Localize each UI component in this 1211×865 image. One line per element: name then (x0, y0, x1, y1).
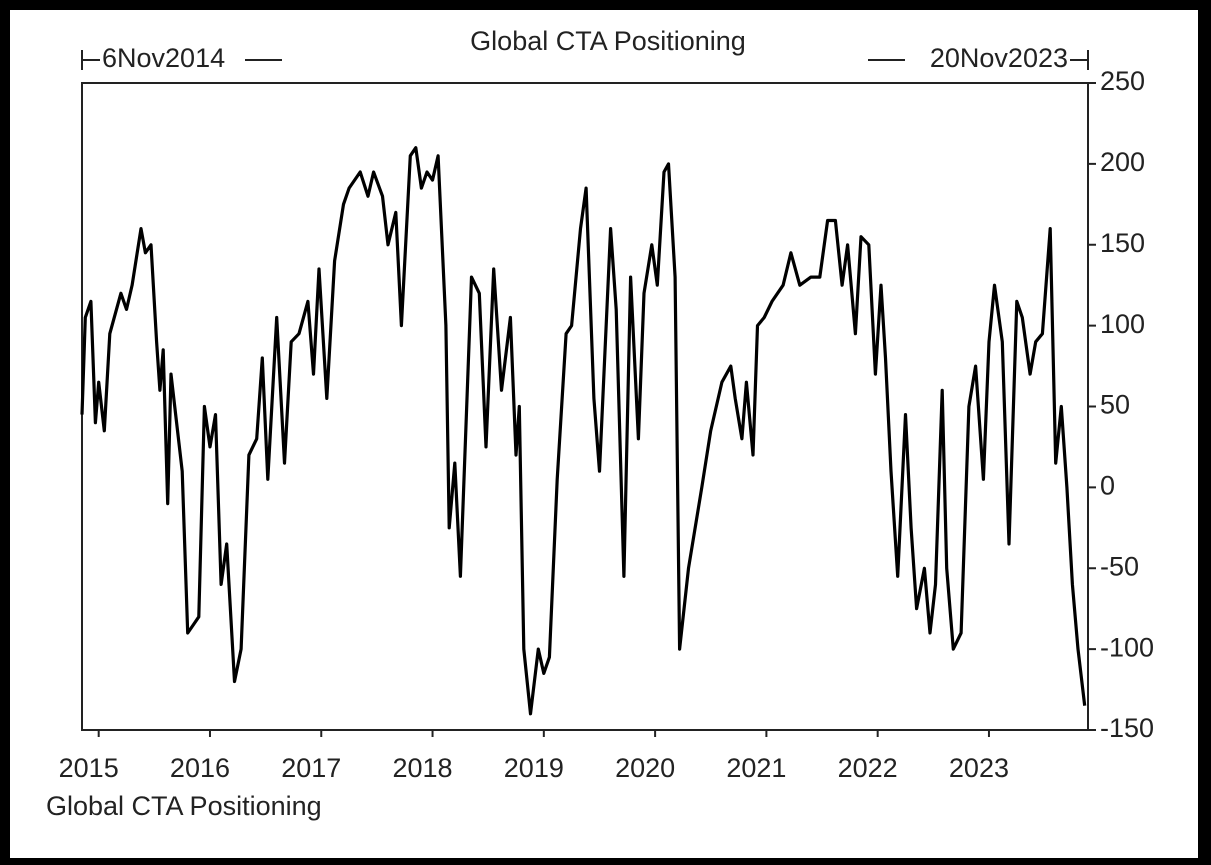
data-line (80, 146, 1087, 716)
y-tick-label: 150 (1100, 228, 1145, 258)
x-tick-label: 2016 (170, 753, 230, 783)
y-tick-label: 0 (1100, 471, 1115, 501)
x-tick-label: 2020 (615, 753, 675, 783)
x-tick-label: 2018 (393, 753, 453, 783)
x-tick-label: 2017 (281, 753, 341, 783)
chart-title: Global CTA Positioning (470, 26, 746, 56)
y-tick-label: 250 (1100, 66, 1145, 96)
x-tick-label: 2015 (59, 753, 119, 783)
x-tick-label: 2019 (504, 753, 564, 783)
chart-frame: Global CTA Positioning 6Nov2014 20Nov202… (10, 10, 1198, 858)
y-tick-label: -100 (1100, 632, 1154, 662)
y-tick-label: -150 (1100, 713, 1154, 743)
end-label: 20Nov2023 (930, 43, 1068, 73)
y-tick-label: 200 (1100, 147, 1145, 177)
chart: Global CTA Positioning 6Nov2014 20Nov202… (46, 26, 1154, 821)
x-tick-label: 2022 (838, 753, 898, 783)
start-label: 6Nov2014 (102, 43, 225, 73)
legend-label: Global CTA Positioning (46, 791, 322, 821)
x-tick-label: 2023 (949, 753, 1009, 783)
y-tick-label: -50 (1100, 551, 1139, 581)
x-tick-label: 2021 (726, 753, 786, 783)
y-tick-label: 50 (1100, 390, 1130, 420)
y-tick-label: 100 (1100, 309, 1145, 339)
